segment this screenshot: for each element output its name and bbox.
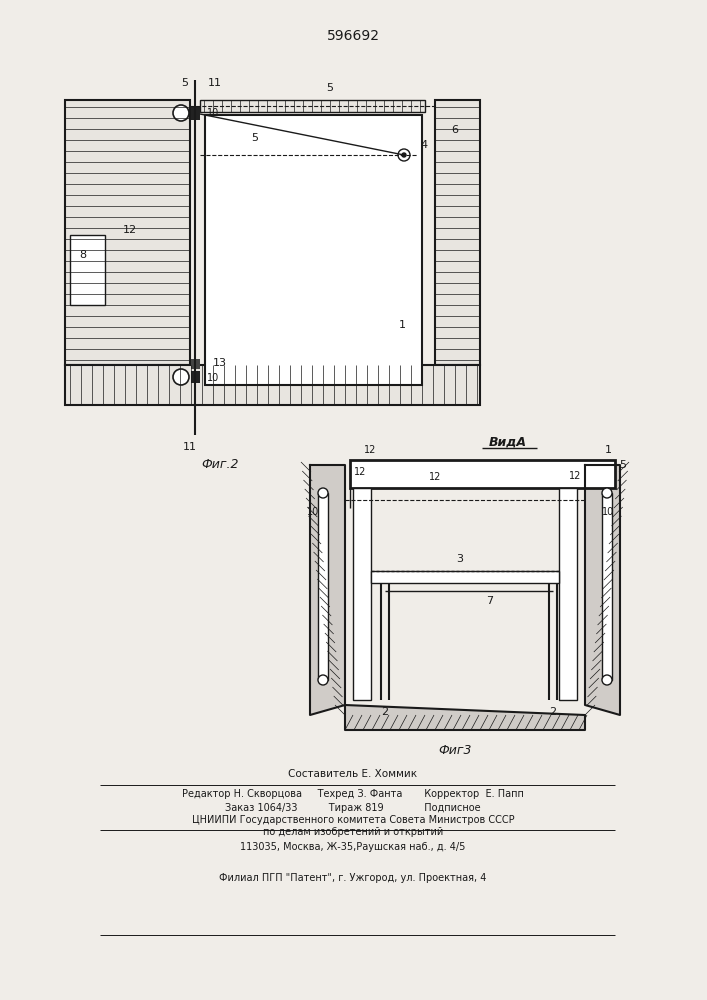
- Bar: [559, 488, 577, 700]
- Text: Редактор Н. Скворцова     Техред З. Фанта       Корректор  Е. Папп: Редактор Н. Скворцова Техред З. Фанта Ко…: [182, 789, 524, 799]
- Text: 12: 12: [123, 225, 137, 235]
- Polygon shape: [310, 465, 345, 715]
- Text: Фиг.2: Фиг.2: [201, 458, 239, 472]
- Text: 13: 13: [213, 358, 227, 368]
- Text: ЦНИИПИ Государственного комитета Совета Министров СССР: ЦНИИПИ Государственного комитета Совета …: [192, 815, 514, 825]
- Text: Заказ 1064/33          Тираж 819             Подписное: Заказ 1064/33 Тираж 819 Подписное: [226, 803, 481, 813]
- Circle shape: [173, 369, 189, 385]
- Bar: [350, 460, 615, 488]
- Circle shape: [402, 153, 406, 157]
- Circle shape: [398, 149, 410, 161]
- Text: Фиг3: Фиг3: [438, 744, 472, 756]
- Text: 5: 5: [252, 133, 259, 143]
- Text: 1: 1: [399, 320, 406, 330]
- Text: Составитель Е. Хоммик: Составитель Е. Хоммик: [288, 769, 418, 779]
- Circle shape: [318, 488, 328, 498]
- Bar: [602, 493, 612, 680]
- Text: Филиал ПГП "Патент", г. Ужгород, ул. Проектная, 4: Филиал ПГП "Патент", г. Ужгород, ул. Про…: [219, 873, 486, 883]
- Text: 5: 5: [327, 83, 334, 93]
- Bar: [318, 493, 328, 680]
- Circle shape: [318, 675, 328, 685]
- Bar: [371, 571, 559, 583]
- Bar: [191, 371, 200, 383]
- Circle shape: [173, 105, 189, 121]
- Text: 12: 12: [354, 467, 366, 477]
- Text: 12: 12: [569, 471, 581, 481]
- Text: 5: 5: [182, 78, 189, 88]
- Text: 1: 1: [604, 445, 612, 455]
- Text: 10: 10: [602, 507, 614, 517]
- Text: 596692: 596692: [327, 29, 380, 43]
- Text: по делам изобретений и открытий: по делам изобретений и открытий: [263, 827, 443, 837]
- Text: 8: 8: [79, 250, 86, 260]
- Text: 113035, Москва, Ж-35,Раушская наб., д. 4/5: 113035, Москва, Ж-35,Раушская наб., д. 4…: [240, 842, 466, 852]
- Polygon shape: [585, 465, 620, 715]
- Text: 5: 5: [619, 460, 626, 470]
- Text: 12: 12: [429, 472, 441, 482]
- Text: 11: 11: [208, 78, 222, 88]
- Text: 6: 6: [452, 125, 459, 135]
- Bar: [353, 488, 371, 700]
- Bar: [205, 115, 422, 385]
- Text: 2: 2: [382, 707, 389, 717]
- Text: 10: 10: [307, 507, 319, 517]
- Text: 2: 2: [549, 707, 556, 717]
- Text: 10: 10: [207, 373, 219, 383]
- Bar: [200, 100, 425, 112]
- Circle shape: [602, 675, 612, 685]
- Text: 12: 12: [364, 445, 376, 455]
- Text: 4: 4: [421, 140, 428, 150]
- Circle shape: [602, 488, 612, 498]
- Bar: [191, 359, 200, 369]
- Bar: [191, 106, 200, 120]
- Text: ВидА: ВидА: [489, 436, 527, 448]
- Polygon shape: [345, 705, 585, 730]
- Text: 7: 7: [486, 596, 493, 606]
- Text: 11: 11: [183, 442, 197, 452]
- Text: 3: 3: [457, 554, 464, 564]
- Bar: [435, 100, 480, 365]
- Bar: [65, 100, 190, 365]
- Bar: [65, 365, 480, 405]
- Text: 10: 10: [207, 108, 219, 118]
- Bar: [70, 235, 105, 305]
